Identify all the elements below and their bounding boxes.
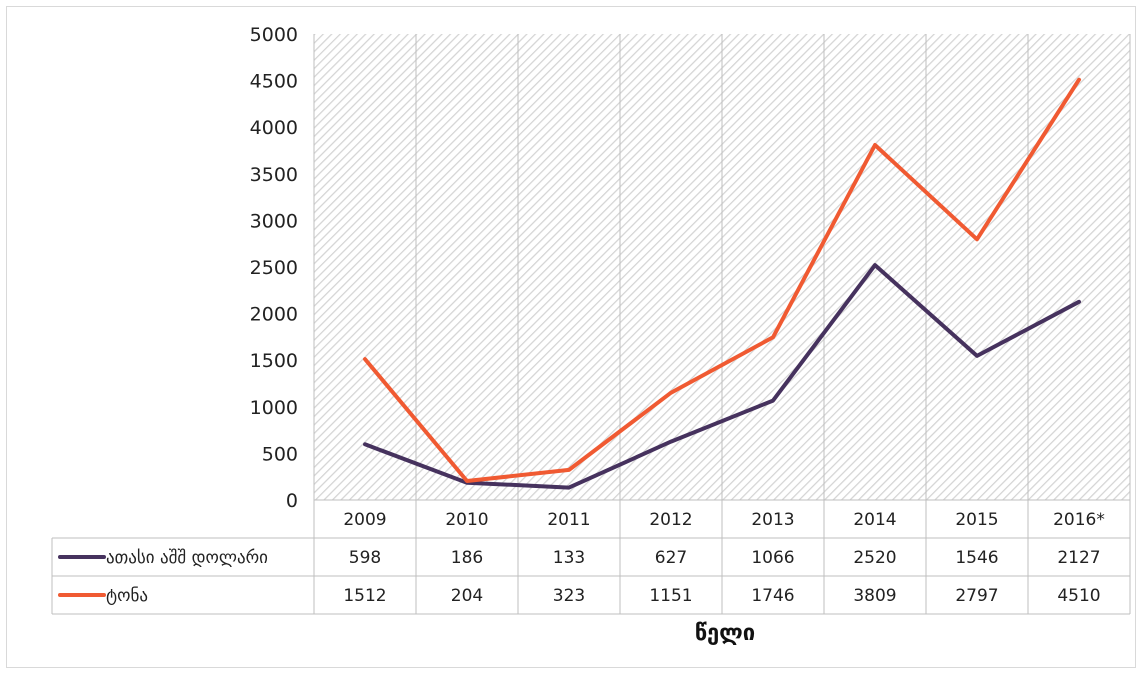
x-tick-label: 2010 (445, 510, 488, 530)
x-tick-label: 2015 (955, 510, 998, 530)
data-table-cell: 2797 (955, 586, 998, 606)
legend-entry: ათასი აშშ დოლარი (106, 548, 268, 568)
data-table-cell: 598 (349, 548, 381, 568)
data-table-cell: 323 (553, 586, 585, 606)
x-tick-label: 2012 (649, 510, 692, 530)
data-table-cell: 3809 (853, 586, 896, 606)
series-line-2 (363, 77, 1081, 483)
y-tick-label: 1500 (250, 350, 298, 372)
data-table-cell: 204 (451, 586, 483, 606)
data-table-cell: 1746 (751, 586, 794, 606)
data-table-cell: 133 (553, 548, 585, 568)
data-table-cell: 4510 (1057, 586, 1100, 606)
data-table-cell: 2520 (853, 548, 896, 568)
data-table-cell: 1151 (649, 586, 692, 606)
data-table: 2009 2010 2011 2012 2013 2014 2015 2016* ათასი ა… (51, 34, 1131, 615)
x-tick-label: 2014 (853, 510, 896, 530)
x-tick-label: 2016* (1053, 510, 1105, 530)
y-tick-label: 4500 (250, 71, 298, 93)
data-table-cell: 1546 (955, 548, 998, 568)
y-tick-label: 3000 (250, 210, 298, 232)
data-table-cell: 627 (655, 548, 687, 568)
series-lines (363, 77, 1081, 490)
data-table-cell: 186 (451, 548, 483, 568)
x-tick-label: 2013 (751, 510, 794, 530)
x-axis-label: წელი (695, 621, 755, 646)
y-tick-label: 2000 (250, 304, 298, 326)
y-axis: 0 500 1000 1500 2000 2500 3000 3500 4000 4500 5000 (250, 24, 298, 512)
x-tick-label: 2011 (547, 510, 590, 530)
data-table-cell: 1512 (343, 586, 386, 606)
series-line-1 (363, 263, 1081, 490)
y-tick-label: 500 (262, 443, 298, 465)
chart-frame (6, 6, 1136, 668)
y-tick-label: 5000 (250, 24, 298, 46)
data-table-cell: 2127 (1057, 548, 1100, 568)
y-tick-label: 1000 (250, 397, 298, 419)
y-tick-label: 0 (286, 490, 298, 512)
y-tick-label: 3500 (250, 164, 298, 186)
y-tick-label: 4000 (250, 117, 298, 139)
data-table-cell: 1066 (751, 548, 794, 568)
x-tick-label: 2009 (343, 510, 386, 530)
legend-entry: ტონა (106, 586, 148, 606)
y-tick-label: 2500 (250, 257, 298, 279)
